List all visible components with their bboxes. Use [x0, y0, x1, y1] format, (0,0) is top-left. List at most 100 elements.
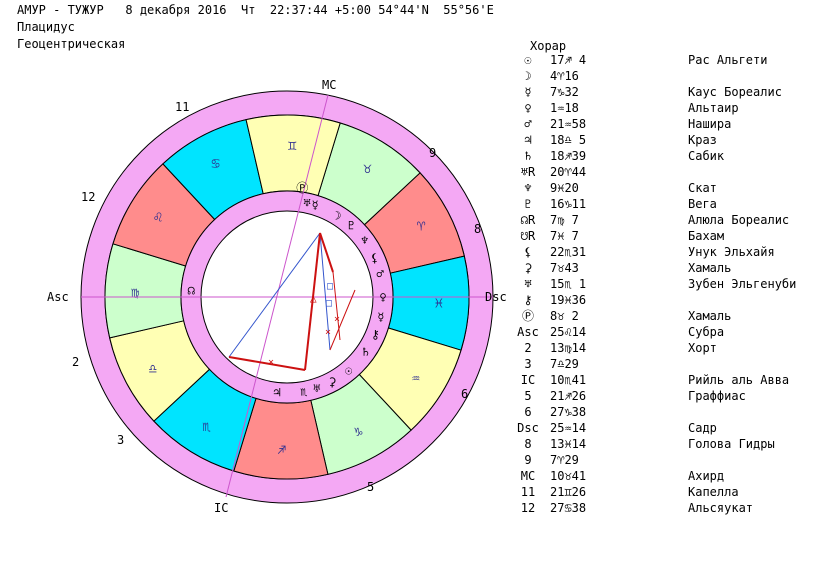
planet-glyph: ♏ — [300, 385, 308, 399]
table-cell-star: Хорт — [688, 341, 717, 355]
zodiac-sign-glyph: ♉ — [363, 161, 372, 177]
house-number-6: 6 — [461, 387, 468, 401]
table-cell-label: ☿ — [524, 85, 532, 99]
ic-label: IC — [214, 501, 228, 515]
aspect-line-red-1 — [304, 232, 321, 371]
planet-glyph: ☿ — [311, 198, 318, 212]
table-cell-label: ♃ — [524, 133, 532, 147]
house-system-label: Плацидус — [17, 20, 75, 34]
table-cell-position: 7♎29 — [550, 357, 579, 371]
planet-glyph: ⚸ — [370, 251, 379, 265]
table-cell-label: ♇ — [524, 197, 532, 211]
house-number-3: 3 — [117, 433, 124, 447]
table-cell-position: 13♓14 — [550, 437, 587, 451]
table-cell-star: Алюла Бореалис — [688, 213, 790, 227]
zodiac-sign-glyph: ♊ — [288, 138, 297, 154]
aspect-line-blue-1 — [228, 232, 321, 358]
aspect-line-blue-2 — [319, 232, 331, 351]
zodiac-sign-glyph: ♋ — [211, 156, 219, 172]
table-cell-position: 9♓20 — [550, 181, 579, 195]
table-cell-label: 2 — [524, 341, 532, 355]
table-cell-label: ♅ — [524, 277, 532, 291]
table-cell-label: ♄ — [524, 149, 532, 163]
planet-glyphs: Ⓟ♅ ☿☽♇♆⚸♂♀☿⚷♄☉⚳♅♃☊♏ — [188, 181, 387, 399]
table-cell-star: Рас Альгети — [688, 53, 768, 67]
table-cell-star: Субра — [688, 325, 725, 339]
table-cell-label: Asc — [517, 325, 539, 339]
table-cell-label: ♂ — [524, 117, 532, 131]
planet-glyph: ⚳ — [328, 375, 337, 389]
aspect-marker-6: □ — [326, 298, 332, 309]
planet-glyph: ⚷ — [371, 328, 380, 342]
chart-header-title: АМУР - ТУЖУР 8 декабря 2016 Чт 22:37:44 … — [17, 3, 494, 17]
zodiac-sign-glyph: ♈ — [417, 219, 426, 235]
table-cell-star: Зубен Эльгенуби — [688, 277, 797, 291]
table-cell-label: ♆ — [524, 181, 532, 195]
planet-glyph: ♇ — [348, 219, 355, 233]
table-cell-position: 19♓36 — [550, 293, 587, 307]
table-cell-position: 7♓ 7 — [550, 229, 579, 243]
table-cell-position: 21♐26 — [550, 389, 587, 403]
table-cell-position: 10♏41 — [550, 373, 587, 387]
table-cell-position: 18♐39 — [550, 149, 587, 163]
table-cell-label: ⚳ — [523, 261, 533, 275]
table-cell-position: 7♉43 — [550, 261, 579, 275]
table-cell-star: Нашира — [688, 117, 732, 131]
table-cell-label: ⚸ — [523, 245, 533, 259]
dsc-label: Dsc — [485, 290, 507, 304]
table-cell-position: 25♒14 — [550, 421, 587, 435]
table-cell-position: 21♒58 — [550, 117, 587, 131]
coordinate-system-label: Геоцентрическая — [17, 37, 126, 51]
table-title: Хорар — [530, 39, 567, 53]
table-cell-label: MC — [520, 469, 536, 483]
table-cell-star: Альтаир — [688, 101, 739, 115]
aspect-marker-3: × — [334, 314, 340, 325]
aspect-line-red-4 — [329, 289, 356, 351]
planet-glyph: ♅ — [303, 196, 310, 210]
zodiac-sign-glyph: ♏ — [202, 419, 211, 435]
aspect-lines: × △ × × □ □ — [228, 232, 356, 371]
table-cell-label: 5 — [524, 389, 532, 403]
house-cusp-lines — [81, 94, 493, 498]
aspect-marker-4: × — [325, 327, 331, 338]
table-cell-position: 15♏ 1 — [550, 277, 587, 291]
planet-glyph: ♄ — [362, 345, 369, 359]
table-cell-position: 7♑32 — [550, 85, 579, 99]
table-cell-label: Dsc — [517, 421, 539, 435]
house-number-11: 11 — [175, 100, 189, 114]
planet-glyph: Ⓟ — [296, 181, 308, 195]
table-cell-label: Ⓟ — [521, 309, 534, 323]
axis-labels: Asc Dsc MC IC — [47, 78, 507, 515]
zodiac-sign-glyph: ♑ — [354, 424, 363, 440]
aspect-marker-1: × — [268, 357, 274, 368]
house-number-2: 2 — [72, 355, 79, 369]
table-cell-position: 25♌14 — [550, 325, 587, 339]
zodiac-sign-glyph: ♎ — [149, 361, 157, 377]
aspect-marker-2: △ — [310, 292, 317, 305]
zodiac-sign-glyph: ♌ — [154, 210, 163, 226]
planet-glyph: ☿ — [377, 310, 384, 324]
table-cell-label: ♅R — [520, 165, 536, 179]
aspect-line-red-5 — [332, 271, 341, 341]
table-cell-star: Садр — [688, 421, 717, 435]
table-cell-position: 18♎ 5 — [550, 133, 587, 147]
planet-glyph: ♀ — [379, 290, 386, 304]
mc-label: MC — [322, 78, 336, 92]
aspect-line-red-3 — [319, 232, 334, 273]
mc-ic-axis — [225, 94, 329, 498]
table-cell-star: Бахам — [688, 229, 725, 243]
asc-label: Asc — [47, 290, 69, 304]
planet-glyph: ☽ — [334, 209, 341, 223]
table-cell-label: 8 — [524, 437, 532, 451]
table-cell-position: 17♐ 4 — [550, 53, 587, 67]
table-cell-star: Сабик — [688, 149, 725, 163]
table-cell-star: Хамаль — [688, 261, 732, 275]
table-cell-star: Хамаль — [688, 309, 732, 323]
planet-glyph: ♅ — [313, 381, 320, 395]
table-cell-position: 13♍14 — [550, 341, 587, 355]
table-cell-star: Ахирд — [688, 469, 725, 483]
house-number-12: 12 — [81, 190, 95, 204]
house-number-9: 9 — [429, 146, 436, 160]
zodiac-sign-glyph: ♒ — [412, 371, 420, 387]
